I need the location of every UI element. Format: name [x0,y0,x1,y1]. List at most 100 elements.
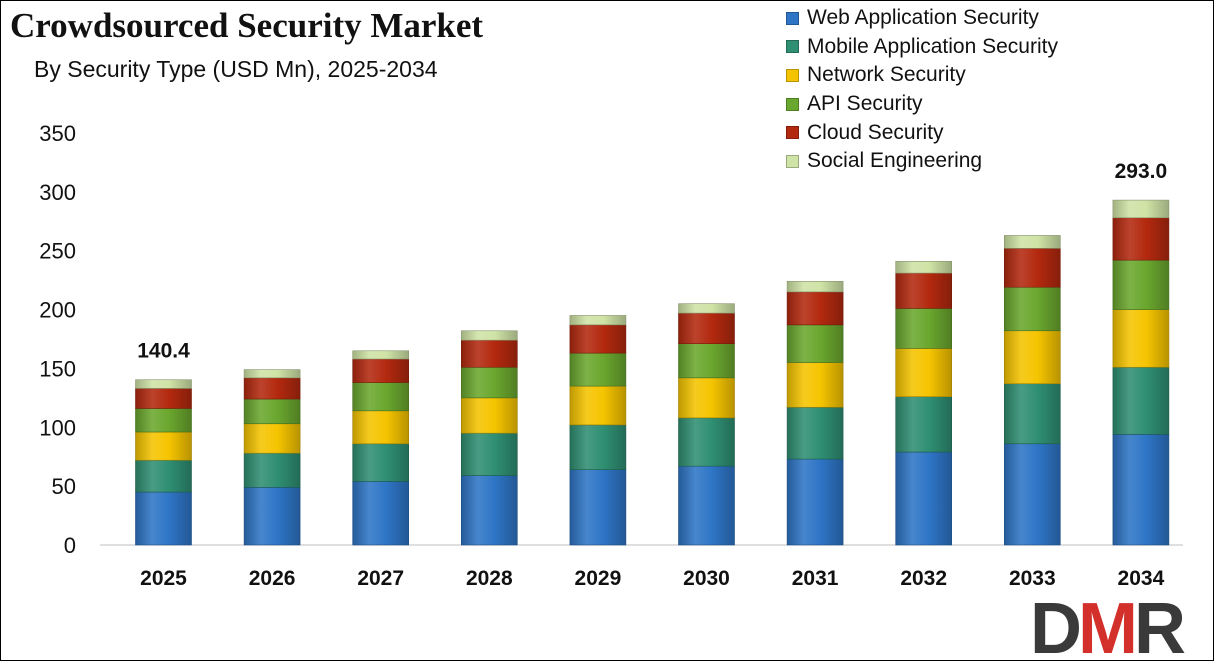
bar-segment [1003,286,1061,332]
x-tick-label: 2034 [1118,567,1165,590]
x-tick-label: 2030 [683,567,730,590]
bar-segment [135,431,192,461]
bar-segment [1112,434,1170,546]
bar-segment [786,406,844,460]
bar-segment [352,410,410,445]
total-value-label: 140.4 [137,340,190,363]
bar-segment [678,377,735,419]
bar-segment [243,398,301,425]
bar-segment [895,261,953,274]
y-tick-label: 150 [39,356,76,381]
bar-segment [460,339,518,368]
x-tick-label: 2027 [357,567,404,590]
legend-swatch [786,40,799,54]
legend-label: Network Security [807,63,966,87]
bar-segment [243,452,301,488]
bar-segment [569,424,627,470]
bar-segment [678,465,735,546]
legend-item: API Security [786,90,1058,119]
bar-segment [678,343,735,379]
bar-segment [135,491,192,546]
x-tick-label: 2033 [1009,567,1056,590]
bar-segment [569,352,627,387]
logo-letter-d: D [1030,597,1079,657]
svg-text:DMR: DMR [1030,597,1185,657]
bar-segment [352,382,410,412]
bar-segment [460,432,518,476]
bar-segment [678,312,735,345]
legend-swatch [786,11,799,25]
y-tick-label: 200 [39,298,76,323]
legend-label: Cloud Security [807,120,944,144]
bar-segment [460,366,518,399]
bar-segment [352,350,410,360]
chart-legend: Web Application Security Mobile Applicati… [786,4,1058,176]
bar-segment [569,469,627,546]
legend-label: Social Engineering [807,149,983,173]
bar-segment [895,396,953,453]
legend-swatch [786,154,799,168]
bar-segment [1112,309,1170,368]
legend-item: Network Security [786,61,1058,90]
bar-segment [895,272,953,309]
legend-swatch [786,97,799,111]
y-tick-label: 300 [39,180,76,205]
bar-segment [352,358,410,383]
legend-swatch [786,68,799,82]
bar-segment [786,281,844,293]
bar-segment [1003,235,1061,249]
bar-segment [135,388,192,409]
y-tick-label: 0 [64,533,76,558]
legend-swatch [786,126,799,140]
bar-segment [1112,259,1170,310]
bar-segment [678,417,735,467]
bar-segment [1112,366,1170,435]
bar-segment [678,303,735,314]
x-tick-label: 2026 [249,567,296,590]
y-tick-label: 100 [39,415,76,440]
x-tick-label: 2028 [466,567,513,590]
legend-label: Web Application Security [807,6,1039,30]
x-tick-label: 2029 [575,567,622,590]
bar-segment [1003,330,1061,385]
chart-subtitle: By Security Type (USD Mn), 2025-2034 [34,56,438,82]
legend-item: Social Engineering [786,147,1058,176]
y-tick-label: 50 [52,474,76,499]
bar-segment [135,379,192,389]
chart-title: Crowdsourced Security Market [10,6,484,45]
y-tick-label: 250 [39,239,76,264]
y-tick-label: 350 [39,121,76,146]
bar-segment [460,475,518,546]
bar-segment [786,291,844,326]
bar-segment [786,458,844,546]
x-tick-label: 2031 [792,567,839,590]
bar-segment [352,481,410,546]
bar-segment [786,362,844,408]
bar-segment [1003,383,1061,445]
dmr-logo: DMR [1030,597,1189,657]
legend-item: Mobile Application Security [786,33,1058,62]
x-tick-label: 2025 [140,567,187,590]
bar-segment [569,324,627,354]
bar-segment [786,324,844,363]
bar-segment [243,369,301,379]
bar-segment [243,377,301,400]
legend-item: Cloud Security [786,118,1058,147]
bar-segment [895,451,953,546]
bar-segment [135,459,192,493]
bar-segment [135,408,192,433]
bar-segment [243,423,301,454]
bar-segment [460,330,518,341]
logo-letter-r: R [1134,597,1185,657]
legend-item: Web Application Security [786,4,1058,33]
bar-segment [460,397,518,434]
bar-segment [569,315,627,326]
bar-segment [1003,443,1061,546]
bar-segment [895,308,953,349]
bar-segment [1112,199,1170,219]
total-value-label: 293.0 [1115,160,1168,183]
x-tick-label: 2032 [900,567,947,590]
logo-letter-m: M [1078,597,1134,657]
bar-segment [243,487,301,546]
